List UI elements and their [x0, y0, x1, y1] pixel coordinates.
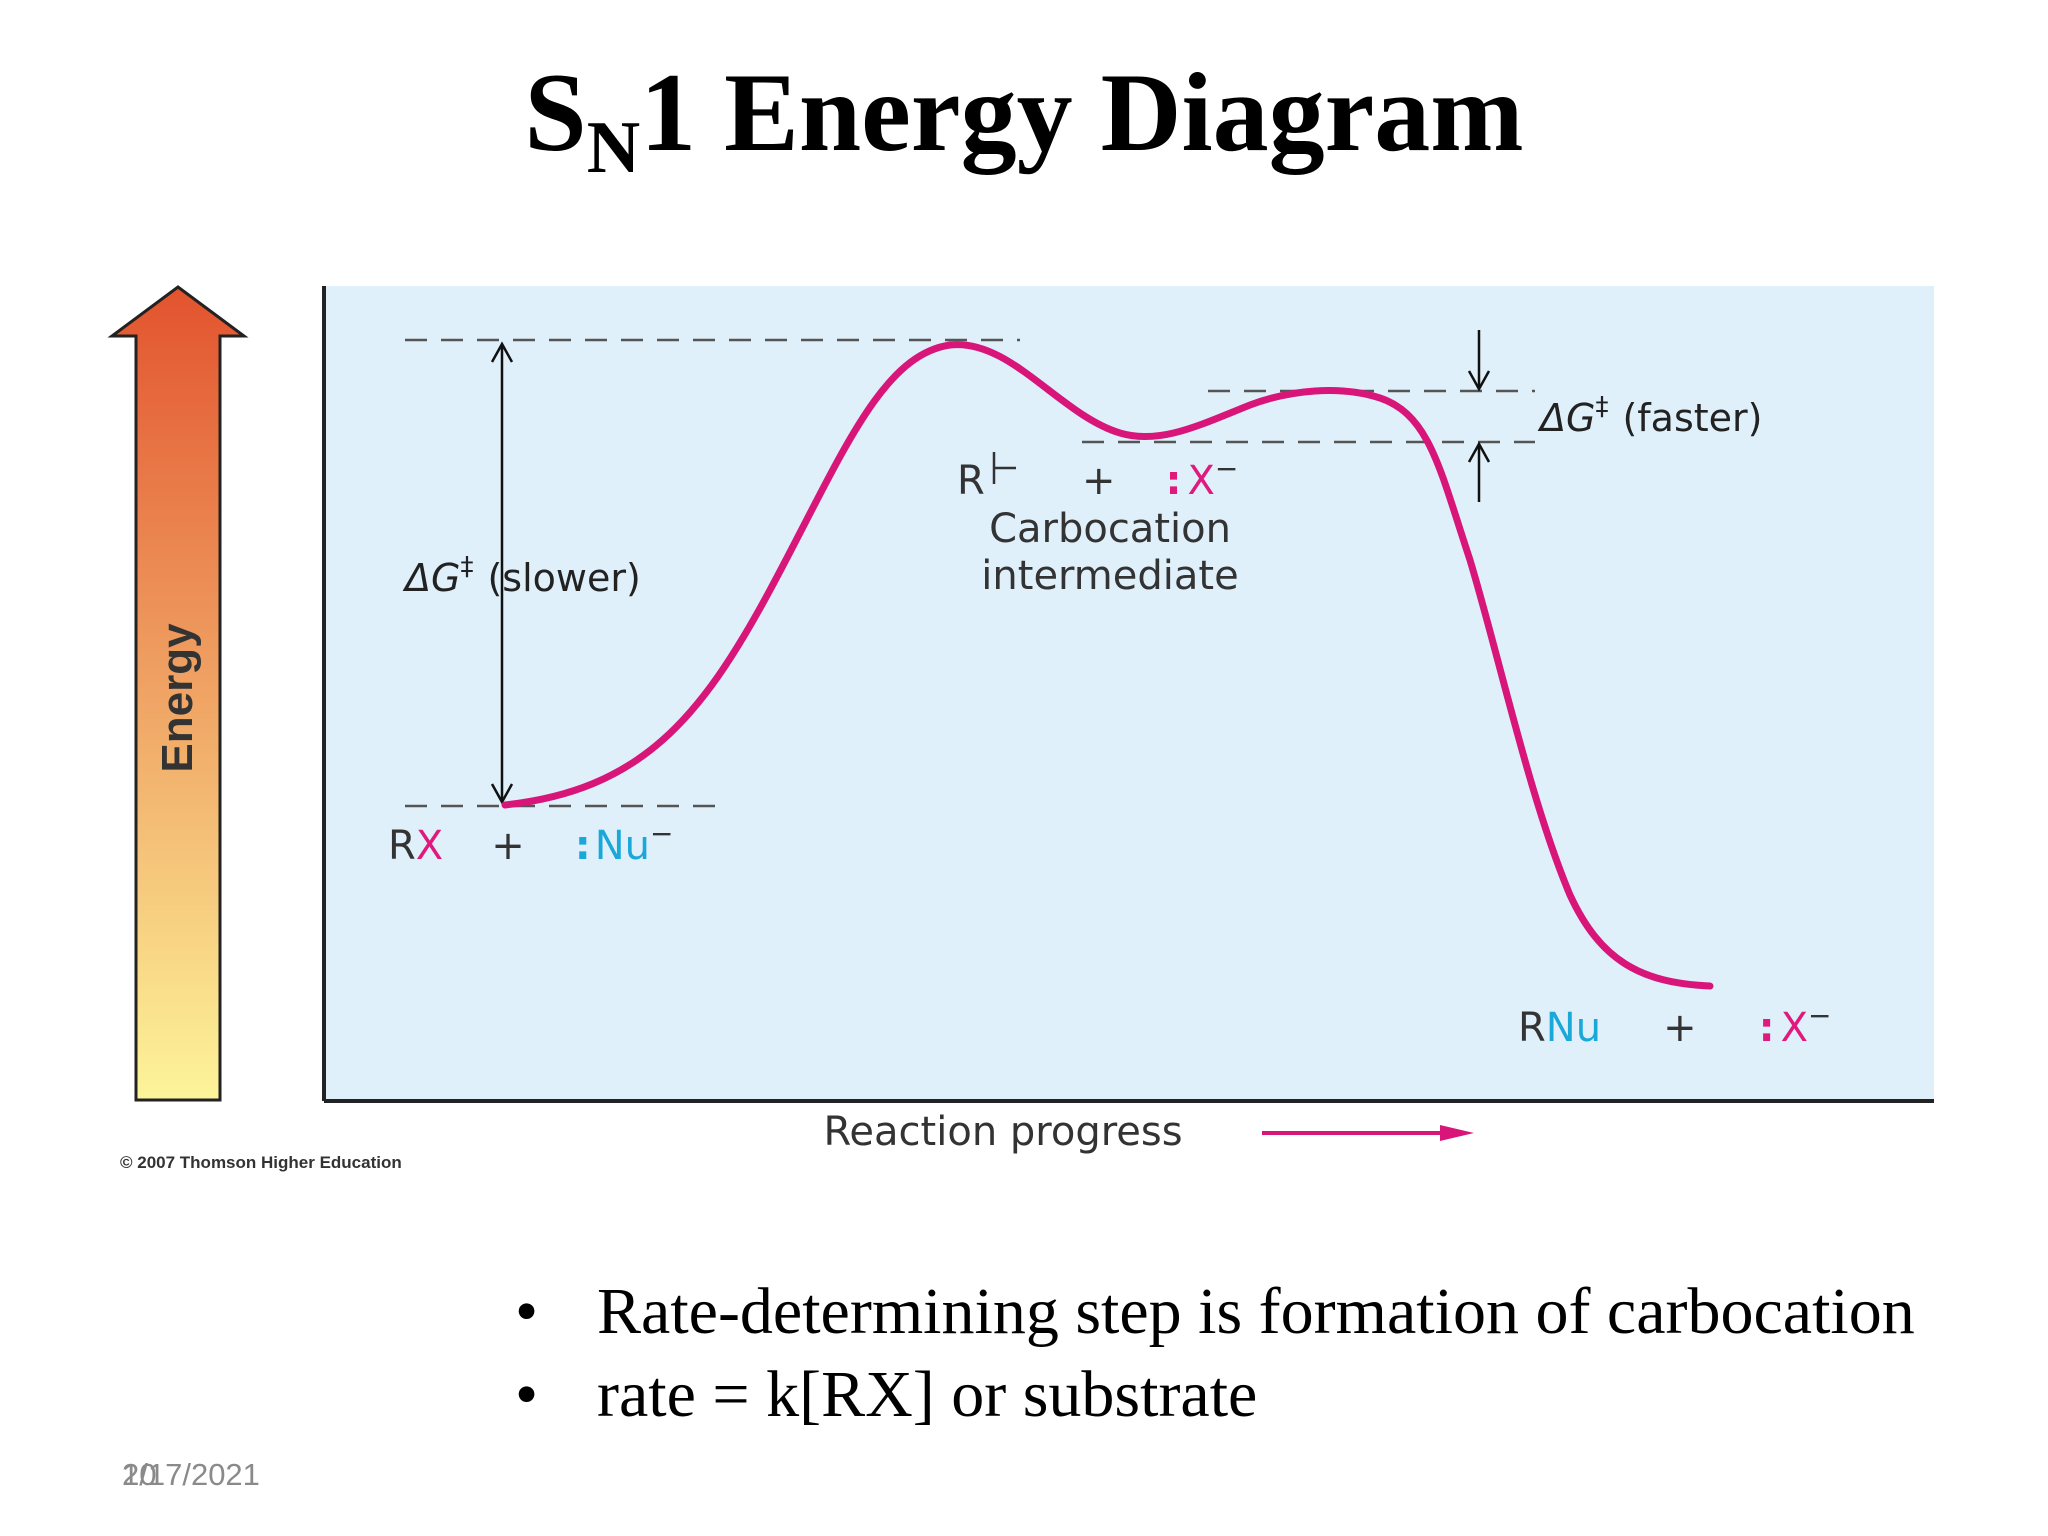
bullet-text: Rate-determining step is formation of ca…: [597, 1275, 1915, 1348]
bullet-item: • Rate-determining step is formation of c…: [515, 1270, 1915, 1353]
nucleophile-colon: :: [575, 823, 591, 869]
bullet-text: rate = k[RX] or substrate: [597, 1358, 1258, 1431]
faster-arrow-down-icon: [1467, 370, 1491, 392]
leaving-group-charge: −: [1215, 452, 1238, 485]
leaving-group-colon: :: [1166, 458, 1182, 504]
nucleophile: Nu: [595, 823, 650, 869]
double-dagger: ‡: [460, 552, 473, 582]
carbocation-charge-icon: [992, 452, 1016, 484]
page-number: 10: [122, 1457, 157, 1492]
product-r: R: [1518, 1005, 1546, 1051]
leaving-group-label: +: X−: [1082, 452, 1238, 504]
energy-label: Energy: [153, 623, 202, 773]
bullet-dot-icon: •: [515, 1358, 539, 1431]
carbocation-r: R: [957, 458, 985, 504]
product-nu: Nu: [1546, 1005, 1601, 1051]
product-leaving-x: X: [1781, 1005, 1808, 1051]
plot-panel: [324, 286, 1934, 1101]
slide-footer: 2/17/2021 10: [122, 1457, 260, 1493]
products-label: RNu +: X−: [1518, 999, 1831, 1051]
energy-curve: [501, 341, 1714, 990]
energy-arrow-icon: [107, 285, 249, 1102]
faster-text: (faster): [1622, 396, 1762, 440]
product-plus: +: [1663, 1005, 1697, 1051]
intermediate-line2: intermediate: [981, 553, 1238, 599]
delta-g-symbol: ΔG: [402, 556, 460, 600]
delta-g-symbol: ΔG: [1537, 396, 1595, 440]
copyright-text: © 2007 Thomson Higher Education: [120, 1153, 402, 1172]
title-rest: 1 Energy Diagram: [640, 51, 1524, 175]
bullet-list: • Rate-determining step is formation of c…: [515, 1270, 1915, 1436]
reactants-label: RX +: Nu−: [388, 817, 673, 869]
nucleophile-charge: −: [650, 817, 673, 850]
slower-arrow-up-icon: [490, 341, 514, 363]
reactant-x: X: [416, 823, 443, 869]
title-prefix: S: [524, 51, 587, 175]
leaving-group-x: X: [1188, 458, 1215, 504]
reactant-plus: +: [491, 823, 525, 869]
faster-delta-g-label: ΔG‡ (faster): [1537, 392, 1762, 440]
footer-date: 2/17/2021: [122, 1457, 260, 1492]
faster-arrow-up-icon: [1467, 441, 1491, 463]
product-leaving-colon: :: [1759, 1005, 1775, 1051]
double-dagger: ‡: [1595, 392, 1608, 422]
slower-delta-g-label: ΔG‡ (slower): [402, 552, 641, 600]
bullet-dot-icon: •: [515, 1275, 539, 1348]
slower-text: (slower): [487, 556, 640, 600]
product-leaving-charge: −: [1808, 999, 1831, 1032]
slower-arrow-down-icon: [490, 783, 514, 805]
reaction-progress-arrow-icon: [1440, 1125, 1474, 1141]
intermediate-plus: +: [1082, 458, 1116, 504]
reaction-progress-label: Reaction progress: [823, 1109, 1182, 1155]
slide-title: SN1 Energy Diagram: [0, 51, 2048, 189]
title-subscript: N: [586, 107, 641, 189]
reactant-r: R: [388, 823, 416, 869]
bullet-item: • rate = k[RX] or substrate: [515, 1353, 1915, 1436]
carbocation-label: R: [957, 458, 985, 504]
intermediate-line1: Carbocation: [989, 506, 1231, 552]
